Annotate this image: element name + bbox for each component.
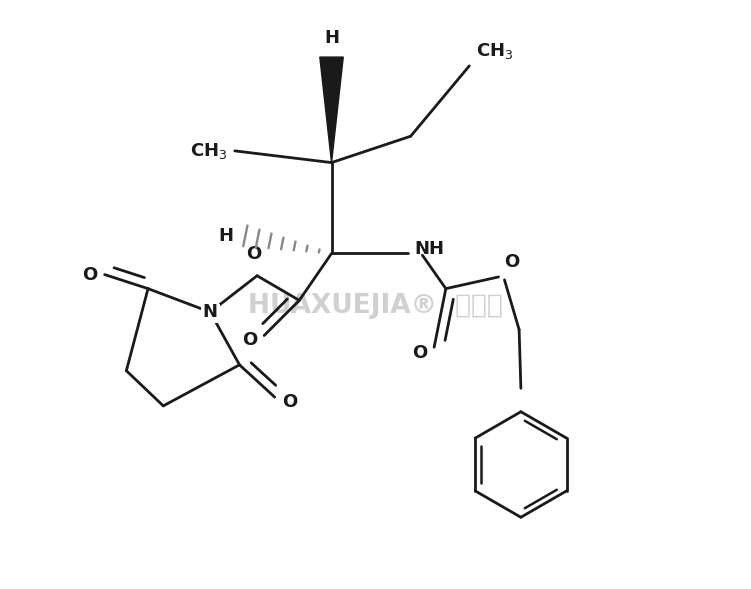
Text: O: O — [412, 344, 427, 362]
Polygon shape — [320, 57, 343, 163]
Text: CH$_3$: CH$_3$ — [190, 141, 228, 161]
Text: O: O — [282, 393, 297, 411]
Text: CH$_3$: CH$_3$ — [476, 41, 514, 61]
Text: O: O — [246, 245, 262, 263]
Text: O: O — [83, 266, 98, 283]
Text: H: H — [324, 28, 339, 47]
Text: O: O — [242, 331, 257, 349]
Text: N: N — [204, 305, 219, 323]
Text: HUAXUEJIA®  化学加: HUAXUEJIA® 化学加 — [248, 293, 503, 319]
Text: O: O — [505, 253, 520, 271]
Text: NH: NH — [415, 240, 445, 258]
Text: H: H — [219, 227, 234, 245]
Text: N: N — [203, 303, 218, 321]
